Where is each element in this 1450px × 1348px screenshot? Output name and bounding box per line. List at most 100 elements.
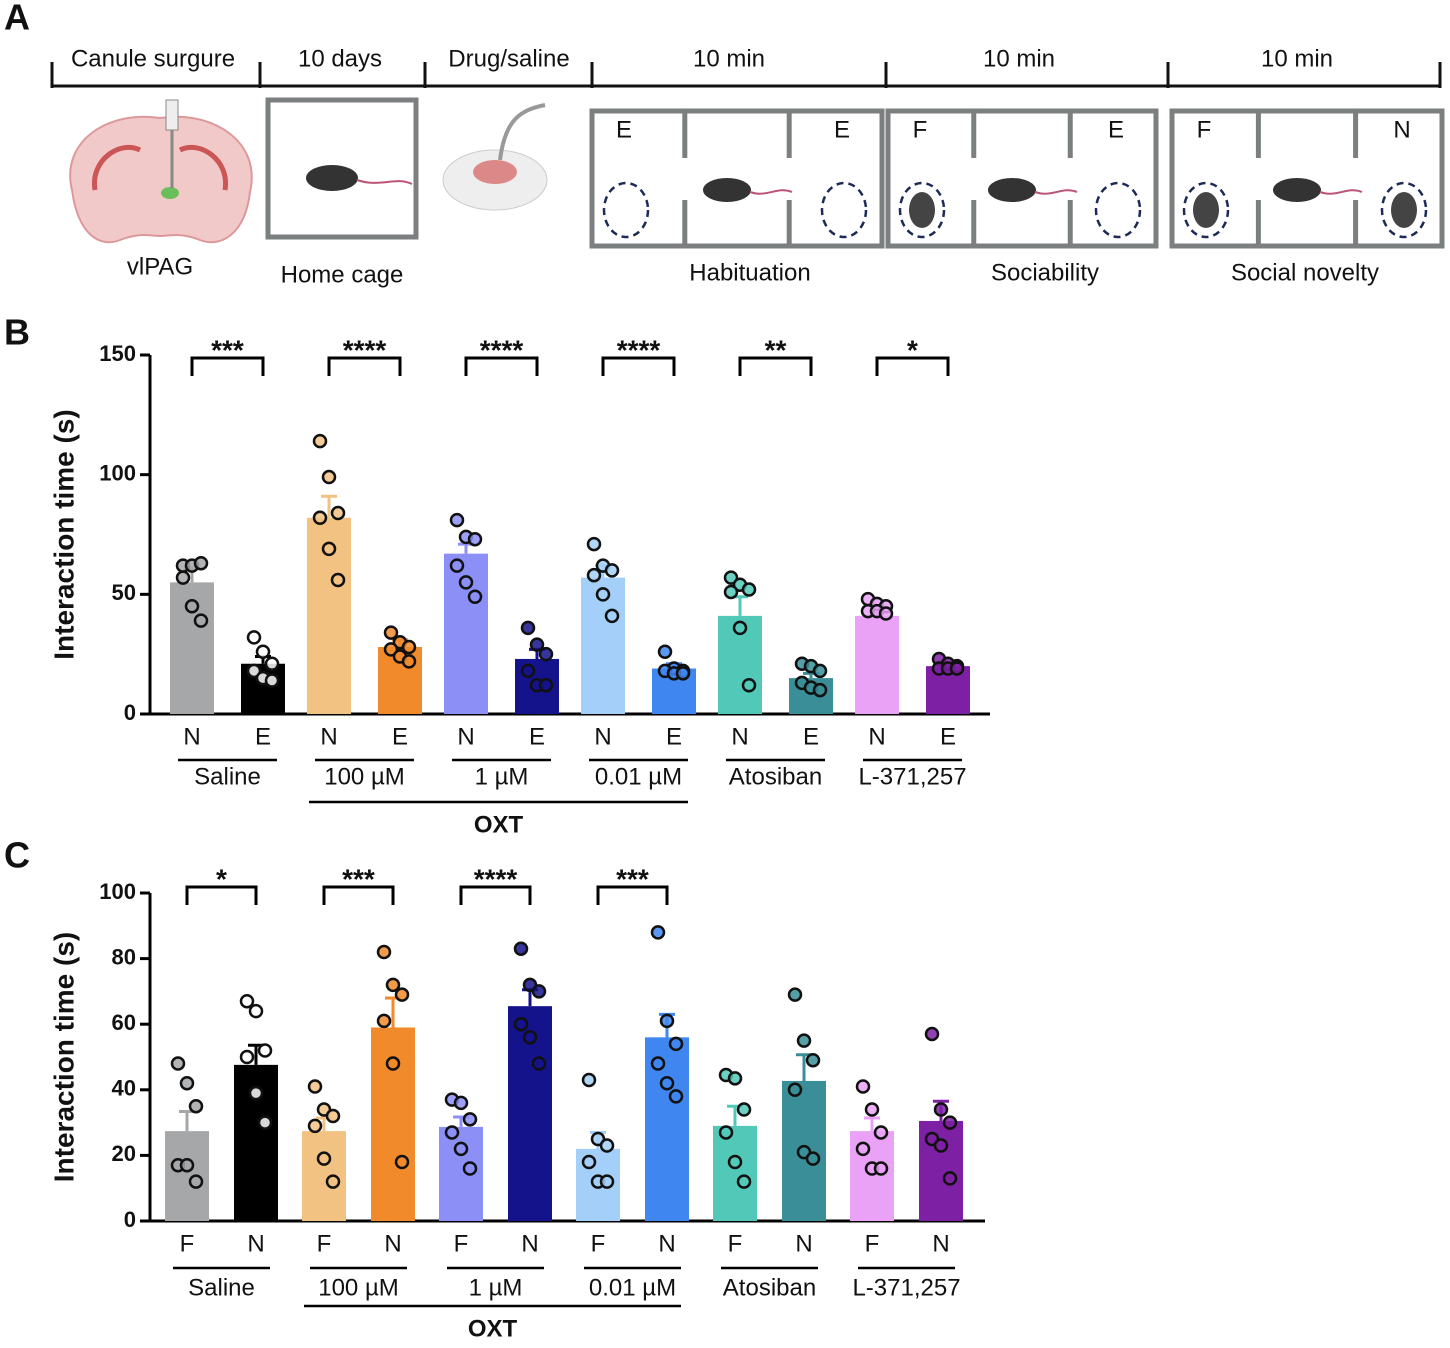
error-bar [732,595,748,616]
cup [898,181,946,239]
data-point [394,1154,410,1170]
caption: Home cage [281,261,404,288]
data-point [796,1033,812,1048]
significance-label: **** [343,334,387,365]
panel-letter: C [4,835,30,876]
data-point [650,1056,666,1071]
data-point [604,563,620,578]
x-tick-label: E [529,723,545,750]
x-tick-label: F [180,1230,195,1257]
data-point [732,620,748,636]
x-tick-label: N [731,723,748,750]
data-point [604,608,620,624]
mouse-tail [1034,189,1078,195]
data-point [175,570,191,585]
x-tick-label: N [868,723,885,750]
data-point [449,512,465,528]
data-point [595,587,611,602]
group-label: 1 µM [475,763,529,790]
bar [439,1126,483,1221]
cup [1094,181,1142,239]
caption: Habituation [689,259,810,286]
bar [713,1125,757,1221]
data-point [383,625,399,640]
significance-label: ** [765,334,787,365]
caption: Social novelty [1231,259,1379,286]
mouse [1273,178,1321,202]
chamber-letter: E [616,116,632,143]
data-point [520,663,536,679]
y-tick-label: 100 [99,879,136,904]
group-label: 0.01 µM [589,1274,676,1301]
data-point [529,637,545,652]
data-point [659,1013,675,1029]
group-label: L-371,257 [858,763,966,790]
data-point [312,433,328,449]
significance-bracket [459,885,532,905]
data-point [257,1043,273,1058]
data-point [878,606,894,621]
data-point [255,644,271,660]
caption: Sociability [991,259,1099,286]
group-label: L-371,257 [852,1274,960,1301]
y-tick-label: 20 [112,1141,136,1166]
bar [302,1131,346,1221]
data-point [522,1030,538,1045]
data-point [307,1079,323,1094]
data-point [668,1089,684,1104]
data-point [385,1056,401,1071]
mouse-tail [1319,189,1363,195]
timeline-label: 10 min [983,45,1055,72]
error-bar [179,1109,195,1132]
data-point [179,1075,195,1091]
data-point [873,1161,889,1176]
x-tick-label: E [940,723,956,750]
x-tick-label: N [247,1230,264,1257]
bar [850,1131,894,1221]
data-point [401,639,417,655]
data-point [520,620,536,636]
x-tick-label: E [392,723,408,750]
data-point [316,1151,332,1166]
data-point [513,1016,529,1032]
y-axis-title: Interaction time (s) [48,409,79,659]
data-point [657,644,673,660]
data-point [599,1174,615,1189]
data-point [193,613,209,628]
data-point [312,510,328,525]
error-bar [864,1116,880,1132]
group-label: Atosiban [723,1274,816,1301]
x-tick-label: F [865,1230,880,1257]
data-point [246,630,262,645]
timeline-label: Drug/saline [448,45,569,72]
data-point [949,661,965,676]
data-point [179,1157,195,1173]
x-tick-label: N [594,723,611,750]
data-point [383,642,399,657]
significance-label: * [216,863,227,894]
x-tick-label: E [255,723,271,750]
data-point [307,1118,323,1134]
data-point [942,1115,958,1130]
data-point [321,469,337,485]
significance-label: *** [616,863,649,894]
data-point [727,1071,743,1086]
y-tick-label: 100 [99,460,136,485]
data-point [873,1125,889,1140]
data-point [246,663,262,679]
group-label: 100 µM [324,763,405,790]
significance-label: **** [480,334,524,365]
data-point [376,1013,392,1029]
panel-letter: B [4,312,30,353]
data-point [248,1003,264,1019]
group-label: 0.01 µM [595,763,682,790]
data-point [933,1138,949,1153]
significance-bracket [875,356,950,376]
group-label: Saline [194,763,261,790]
data-point [239,993,255,1009]
x-tick-label: F [454,1230,469,1257]
data-point [723,570,739,585]
data-point [538,646,554,662]
